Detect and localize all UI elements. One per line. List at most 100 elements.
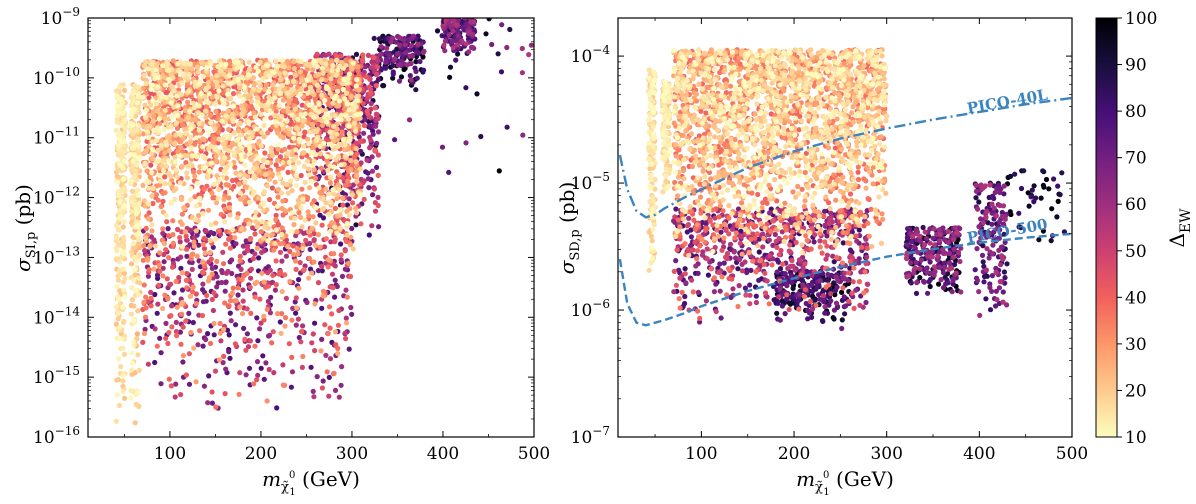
- scatter-point: [193, 135, 199, 141]
- scatter-point: [142, 114, 148, 121]
- scatter-point: [353, 205, 359, 211]
- scatter-point: [297, 69, 304, 75]
- scatter-point: [220, 360, 226, 366]
- scatter-point: [148, 289, 154, 295]
- scatter-point: [302, 217, 308, 223]
- scatter-point: [310, 388, 316, 394]
- scatter-point: [298, 205, 304, 211]
- scatter-point: [152, 243, 158, 249]
- scatter-point: [158, 178, 164, 184]
- y-tick-label: 10−16: [33, 424, 80, 448]
- scatter-point: [237, 304, 243, 310]
- si-points: [113, 18, 534, 426]
- scatter-point: [143, 107, 149, 113]
- scatter-point: [259, 270, 265, 276]
- scatter-point: [449, 38, 455, 44]
- scatter-point: [170, 232, 176, 238]
- scatter-point: [333, 72, 339, 78]
- scatter-point: [114, 119, 120, 125]
- scatter-point: [222, 206, 228, 212]
- scatter-point: [134, 331, 140, 337]
- scatter-point: [131, 106, 137, 112]
- scatter-point: [239, 74, 245, 80]
- scatter-point: [145, 299, 151, 305]
- scatter-point: [439, 33, 445, 39]
- scatter-point: [526, 52, 532, 58]
- scatter-point: [252, 161, 258, 167]
- scatter-point: [326, 374, 332, 380]
- scatter-point: [246, 59, 252, 65]
- scatter-point: [216, 88, 222, 94]
- scatter-point: [455, 51, 461, 57]
- scatter-point: [301, 150, 307, 156]
- scatter-point: [451, 18, 457, 22]
- scatter-point: [307, 240, 313, 247]
- scatter-point: [314, 64, 320, 70]
- scatter-point: [254, 245, 260, 251]
- scatter-point: [344, 90, 350, 96]
- scatter-point: [294, 229, 300, 235]
- scatter-point: [354, 210, 360, 216]
- scatter-point: [317, 190, 323, 196]
- scatter-point: [335, 88, 341, 94]
- scatter-point: [212, 368, 219, 374]
- scatter-point: [144, 168, 150, 174]
- scatter-point: [170, 240, 176, 246]
- scatter-point: [455, 33, 461, 39]
- scatter-point: [131, 278, 137, 284]
- scatter-point: [298, 58, 304, 65]
- scatter-point: [413, 49, 420, 55]
- scatter-point: [159, 94, 165, 100]
- scatter-point: [310, 67, 316, 73]
- scatter-point: [188, 126, 194, 132]
- scatter-point: [319, 92, 325, 98]
- scatter-point: [285, 190, 291, 196]
- scatter-point: [277, 249, 284, 255]
- scatter-point: [290, 87, 296, 93]
- scatter-point: [210, 94, 216, 100]
- scatter-point: [367, 90, 374, 96]
- scatter-point: [203, 228, 209, 234]
- scatter-point: [413, 59, 419, 65]
- scatter-point: [223, 170, 229, 176]
- scatter-point: [372, 105, 378, 111]
- scatter-point: [275, 222, 282, 228]
- scatter-point: [279, 82, 285, 89]
- scatter-point: [178, 196, 184, 202]
- scatter-point: [336, 98, 343, 104]
- scatter-point: [354, 151, 360, 157]
- scatter-point: [368, 101, 374, 107]
- scatter-point: [175, 61, 181, 67]
- scatter-point: [353, 222, 359, 228]
- scatter-point: [132, 420, 138, 426]
- scatter-point: [178, 341, 184, 347]
- scatter-point: [159, 163, 165, 169]
- scatter-point: [528, 42, 534, 48]
- scatter-point: [235, 285, 241, 291]
- scatter-point: [116, 192, 122, 199]
- scatter-point: [135, 223, 141, 229]
- scatter-point: [1057, 192, 1063, 198]
- si-x-axis-label: mχ̃0 1 (GeV): [262, 467, 360, 498]
- scatter-point: [157, 112, 163, 118]
- scatter-point: [152, 326, 158, 332]
- scatter-point: [324, 84, 330, 90]
- scatter-point: [150, 200, 156, 207]
- scatter-point: [223, 279, 229, 286]
- scatter-point: [204, 292, 210, 299]
- scatter-point: [267, 197, 273, 203]
- scatter-point: [247, 284, 253, 290]
- scatter-point: [284, 118, 290, 124]
- scatter-point: [407, 73, 413, 79]
- scatter-point: [116, 402, 122, 409]
- scatter-point: [1040, 228, 1046, 234]
- scatter-point: [384, 45, 390, 51]
- scatter-point: [136, 94, 142, 100]
- scatter-point: [168, 313, 174, 319]
- scatter-point: [344, 220, 350, 227]
- scatter-point: [201, 154, 207, 160]
- scatter-point: [179, 270, 185, 276]
- scatter-point: [274, 157, 281, 163]
- scatter-point: [236, 181, 242, 187]
